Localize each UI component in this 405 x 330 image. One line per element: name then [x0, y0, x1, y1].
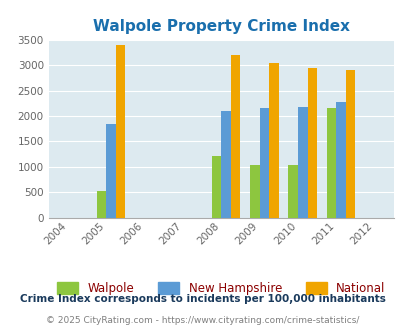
Bar [288, 165, 297, 218]
Bar [259, 108, 269, 218]
Title: Walpole Property Crime Index: Walpole Property Crime Index [92, 19, 349, 34]
Bar [307, 68, 316, 218]
Bar [345, 70, 355, 218]
Bar [106, 124, 115, 218]
Bar [326, 108, 335, 218]
Bar [211, 156, 221, 218]
Text: © 2025 CityRating.com - https://www.cityrating.com/crime-statistics/: © 2025 CityRating.com - https://www.city… [46, 316, 359, 325]
Bar [297, 107, 307, 218]
Bar [335, 102, 345, 218]
Bar [249, 165, 259, 218]
Bar [221, 112, 230, 218]
Bar [115, 45, 125, 218]
Bar [230, 55, 240, 218]
Text: Crime Index corresponds to incidents per 100,000 inhabitants: Crime Index corresponds to incidents per… [20, 294, 385, 304]
Legend: Walpole, New Hampshire, National: Walpole, New Hampshire, National [52, 277, 390, 300]
Bar [96, 191, 106, 218]
Bar [269, 63, 278, 218]
